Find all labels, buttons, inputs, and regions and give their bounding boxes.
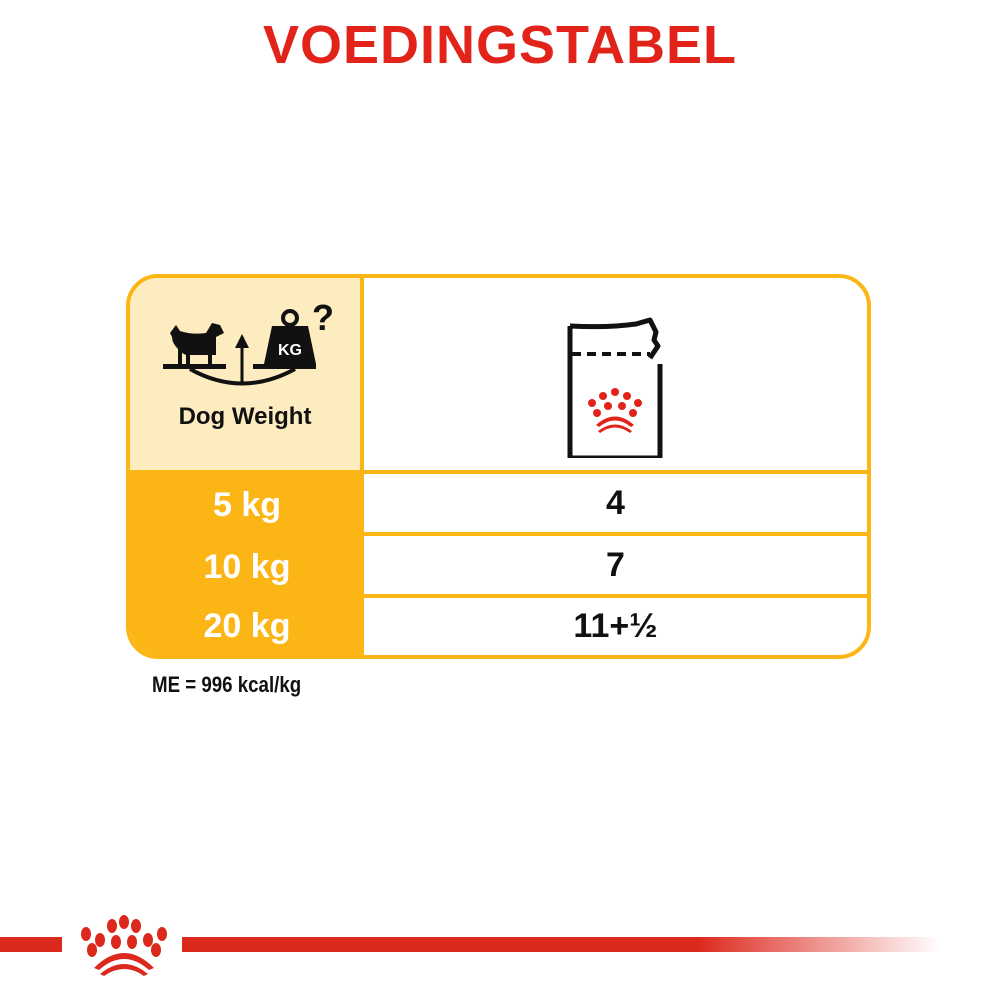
weight-cell: 10 kg bbox=[130, 536, 364, 598]
table-row: 5 kg 4 bbox=[130, 474, 867, 536]
footer-bar-right bbox=[182, 937, 940, 952]
feeding-table: KG ? Dog Weight 5 kg 4 10 kg 7 20 k bbox=[126, 274, 871, 659]
pouch-count-cell: 4 bbox=[364, 474, 867, 536]
footer-bar-left bbox=[0, 937, 62, 952]
weight-cell: 20 kg bbox=[130, 598, 364, 655]
weight-cell: 5 kg bbox=[130, 474, 364, 536]
table-row: 20 kg 11+½ bbox=[130, 598, 867, 655]
page-title: VOEDINGSTABEL bbox=[262, 15, 738, 75]
pouch-icon bbox=[567, 317, 663, 458]
pouch-header bbox=[364, 278, 867, 474]
dog-weight-header: KG ? Dog Weight bbox=[130, 278, 364, 474]
question-mark-icon: ? bbox=[312, 297, 334, 338]
royal-canin-crown-icon bbox=[81, 915, 167, 976]
pouch-count-cell: 7 bbox=[364, 536, 867, 598]
energy-note: ME = 996 kcal/kg bbox=[152, 672, 302, 697]
dog-weight-label: Dog Weight bbox=[178, 403, 312, 430]
pouch-count-cell: 11+½ bbox=[573, 607, 658, 645]
dog-scale-icon: KG ? bbox=[163, 297, 334, 386]
kg-label: KG bbox=[278, 342, 302, 359]
table-row: 10 kg 7 bbox=[130, 536, 867, 598]
